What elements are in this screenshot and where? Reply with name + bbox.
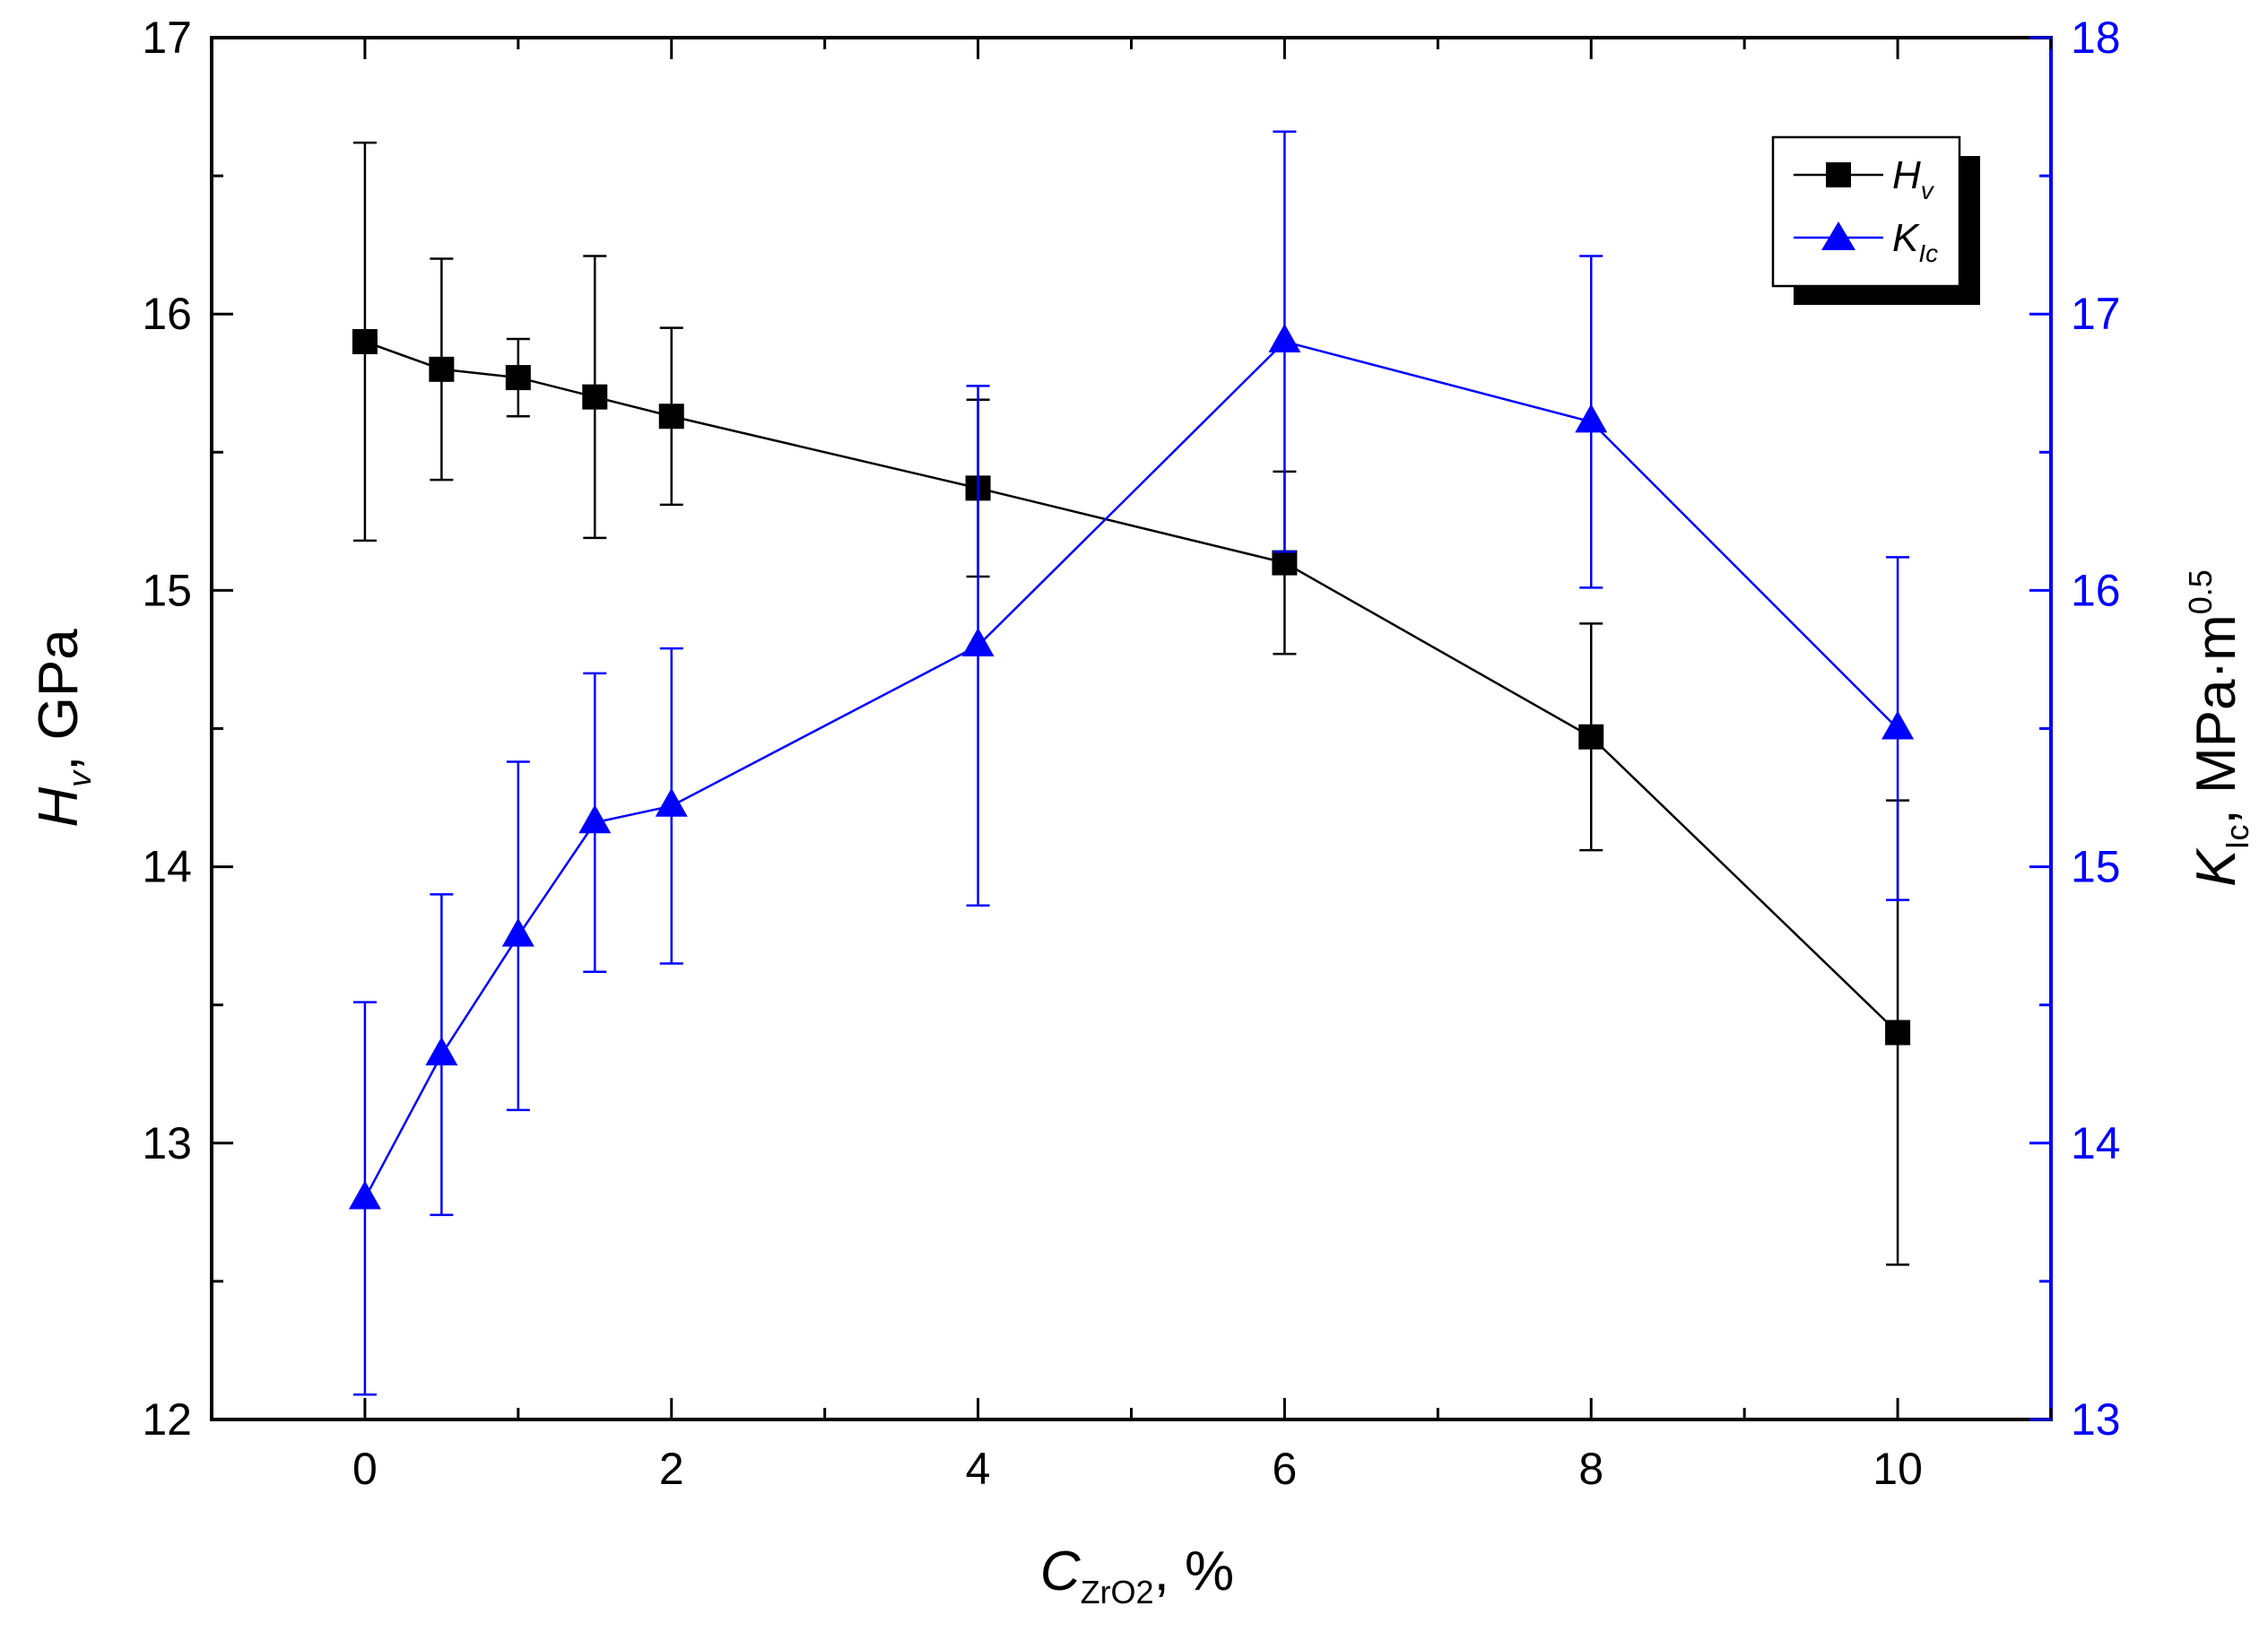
x-tick-label: 2 [659, 1444, 684, 1494]
x-tick-label: 10 [1873, 1444, 1923, 1494]
y-left-axis-title-symbol: H [28, 787, 90, 828]
y-right-axis-title-symbol: K [2185, 847, 2247, 887]
data-point-hv [658, 404, 684, 430]
y-right-tick-label: 14 [2071, 1118, 2121, 1168]
y-right-tick-label: 15 [2071, 842, 2121, 892]
legend-klc-label: KIc [1892, 216, 1938, 267]
y-right-axis-title-subscript: Ic [2219, 824, 2255, 849]
legend-hv-label: Hv [1892, 153, 1935, 204]
y-left-tick-label: 13 [142, 1118, 192, 1168]
legend: Hv KIc [1771, 135, 1980, 305]
x-tick-label: 8 [1578, 1444, 1603, 1494]
series-hv [352, 141, 1911, 1266]
y-left-axis-title-subscript: v [61, 769, 98, 787]
data-point-kic [1268, 324, 1301, 353]
legend-box [1771, 135, 1961, 288]
legend-hv-subscript: v [1921, 177, 1935, 204]
data-point-kic [425, 1037, 458, 1066]
y-right-tick-label: 18 [2071, 13, 2121, 63]
x-tick-label: 0 [352, 1444, 378, 1494]
series-kic [348, 130, 1915, 1396]
data-point-kic [348, 1180, 381, 1210]
axes-layer: 0 2 4 6 8 10 12 13 14 15 16 17 13 14 15 16 17 18 [142, 13, 2120, 1494]
y-left-tick-label: 16 [142, 289, 192, 339]
y-left-axis-title: Hv, GPa [28, 629, 98, 828]
data-point-kic [501, 917, 534, 947]
data-point-hv [1272, 550, 1298, 576]
x-axis-title-subscript: ZrO2 [1081, 1574, 1154, 1610]
x-tick-label: 6 [1273, 1444, 1298, 1494]
series-layer [348, 130, 1915, 1396]
data-point-hv [1578, 724, 1604, 750]
y-left-tick-label: 15 [142, 565, 192, 615]
y-right-tick-label: 17 [2071, 289, 2121, 339]
data-point-kic [1881, 710, 1915, 740]
legend-klc-marker [1821, 221, 1855, 250]
data-point-hv [505, 365, 531, 391]
x-axis-title-suffix: , % [1154, 1541, 1235, 1602]
data-point-kic [1575, 404, 1608, 433]
data-point-hv [352, 329, 378, 355]
data-point-hv [582, 384, 608, 410]
data-point-hv [1885, 1020, 1911, 1046]
legend-klc-symbol: K [1892, 216, 1920, 260]
data-point-hv [429, 356, 455, 382]
y-right-axis-title-suffix: , MPa·m [2185, 614, 2247, 824]
x-axis-title: CZrO2, % [1040, 1541, 1234, 1610]
y-right-axis-title-superscript: 0.5 [2182, 569, 2219, 614]
y-left-tick-label: 17 [142, 13, 192, 63]
y-right-axis-title: KIc, MPa·m0.5 [2182, 569, 2255, 887]
x-tick-label: 4 [966, 1444, 991, 1494]
y-right-tick-label: 16 [2071, 565, 2121, 615]
data-point-kic [578, 804, 612, 834]
y-left-tick-label: 14 [142, 842, 192, 892]
legend-klc-subscript: Ic [1918, 239, 1938, 267]
legend-hv-marker [1826, 162, 1851, 187]
data-point-kic [961, 628, 995, 657]
legend-hv-symbol: H [1892, 153, 1921, 197]
y-left-tick-label: 12 [142, 1394, 192, 1445]
data-point-kic [655, 787, 688, 817]
y-left-axis-title-suffix: , GPa [28, 629, 90, 771]
y-right-tick-label: 13 [2071, 1394, 2121, 1445]
x-axis-title-symbol: C [1040, 1541, 1082, 1602]
